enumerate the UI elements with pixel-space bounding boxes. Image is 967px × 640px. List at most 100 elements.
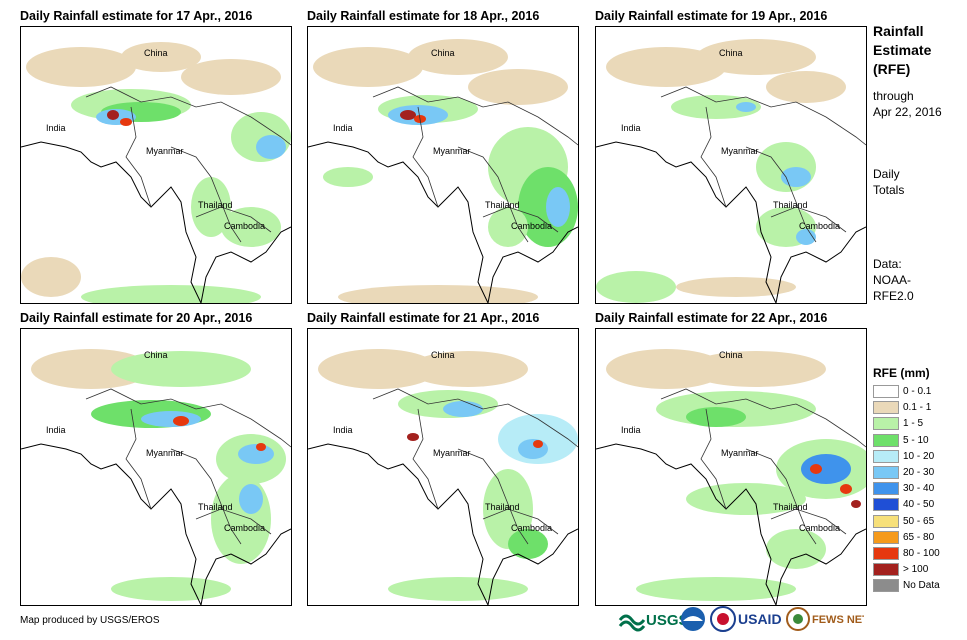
legend-swatch [873,547,899,560]
country-border [457,448,529,545]
rainfall-map: China India Myanmar Thailand Cambodia [20,26,292,304]
rain-area [141,411,201,427]
rain-area [756,142,816,192]
usgs-logo: USGS [618,606,708,632]
label-china: China [144,48,168,58]
legend-item: 50 - 65 [873,514,967,530]
sidebar-title: Rainfall Estimate (RFE) [873,22,967,79]
rainfall-panel-4: Daily Rainfall estimate for 20 Apr., 201… [20,308,292,606]
rain-area [781,167,811,187]
country-border [660,388,866,448]
noaa-logo [680,606,706,632]
rain-area [239,484,263,514]
country-border [195,206,272,233]
legend-swatch [873,579,899,593]
country-border [745,146,817,243]
rainfall-map: China India Myanmar Thailand Cambodia [307,26,579,304]
rain-area [488,207,528,247]
rain-area [443,401,483,417]
rain-area [766,529,826,569]
rain-area [173,416,189,426]
map-svg: China India Myanmar Thailand Cambodia [21,349,291,605]
rain-area [696,39,816,75]
rainfall-panel-1: Daily Rainfall estimate for 17 Apr., 201… [20,6,292,304]
panel-title: Daily Rainfall estimate for 19 Apr., 201… [595,9,828,23]
rain-area [120,118,132,126]
rainfall-map: China India Myanmar Thailand Cambodia [595,328,867,606]
country-border [457,146,529,243]
label-cambodia: Cambodia [224,221,265,231]
country-border [700,408,727,510]
legend-item: 30 - 40 [873,481,967,497]
legend-item: 10 - 20 [873,449,967,465]
country-border [660,86,866,146]
legend-item: > 100 [873,562,967,578]
rain-area [318,349,438,389]
data-source-line1: NOAA- [873,273,912,287]
label-china: China [144,350,168,360]
legend-label: 0 - 0.1 [903,386,932,397]
rain-area [338,285,538,303]
coastline [308,141,489,303]
rain-area [686,407,746,427]
label-myanmar: Myanmar [146,146,184,156]
usgs-logo-icon: USGS [618,612,689,632]
rain-area [388,577,528,601]
through-label: through [873,89,914,103]
country-border [125,408,152,510]
sidebar-title-line3: (RFE) [873,61,911,77]
country-border [170,448,242,545]
map-svg: China India Myanmar Thailand Cambodia [308,39,578,303]
legend-swatch [873,417,899,431]
rain-area [851,500,861,508]
rain-area [408,351,528,387]
through-date: Apr 22, 2016 [873,105,942,119]
rain-area [111,351,251,387]
legend-label: 65 - 80 [903,531,935,543]
rain-area [606,349,726,389]
rain-area [533,440,543,448]
rain-area [121,42,201,72]
rain-area [686,351,826,387]
coastline [775,226,866,303]
rain-area [736,102,756,112]
legend-swatch [873,482,899,496]
label-cambodia: Cambodia [799,221,840,231]
rain-area [221,207,281,247]
country-border [482,508,559,535]
sidebar-title-line1: Rainfall [873,23,924,39]
country-border [412,106,439,208]
legend-item: No Data [873,578,967,594]
label-cambodia: Cambodia [799,523,840,533]
country-border [85,388,291,448]
legend-label: 40 - 50 [903,499,935,511]
legend-label: 20 - 30 [903,467,935,478]
rain-area [636,577,796,601]
map-svg: China India Myanmar Thailand Cambodia [308,349,578,605]
country-border [700,106,727,208]
country-border [170,146,242,243]
legend-item: 0.1 - 1 [873,400,967,416]
legend-swatch [873,449,899,463]
legend-item: 20 - 30 [873,465,967,481]
rain-area [323,167,373,187]
label-china: China [431,48,455,58]
coastline [200,226,291,303]
rain-area [518,439,548,459]
rain-area [408,39,508,75]
rain-area [21,257,81,297]
legend-item: 1 - 5 [873,416,967,432]
label-india: India [621,123,641,133]
label-thailand: Thailand [773,502,808,512]
rain-area [840,484,852,494]
label-thailand: Thailand [773,200,808,210]
coastline [596,141,777,303]
label-myanmar: Myanmar [146,448,184,458]
rain-area [596,271,676,303]
coastline [21,443,202,605]
rain-area [686,483,806,515]
legend-swatch [873,530,899,544]
legend-label: 30 - 40 [903,483,935,495]
country-border [85,86,291,146]
country-border [770,206,847,233]
